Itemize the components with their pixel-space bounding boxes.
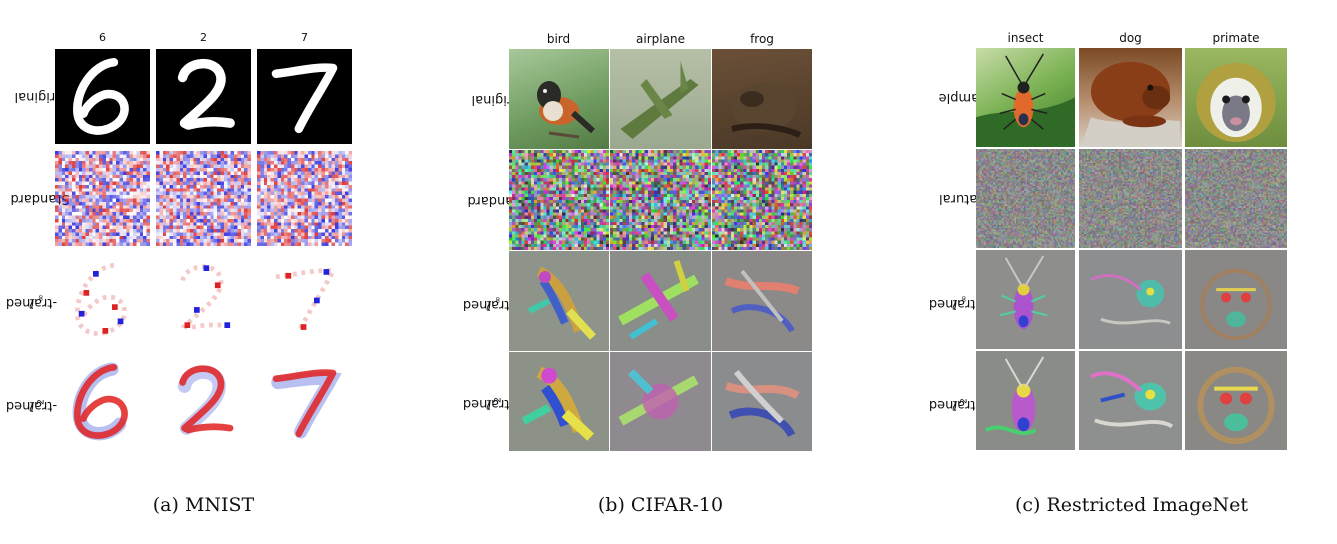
cifar-l2-airplane bbox=[610, 352, 711, 451]
caption: (a) MNIST bbox=[152, 494, 255, 516]
column-label: 7 bbox=[301, 31, 308, 44]
imagenet-l2-primate bbox=[1185, 351, 1287, 450]
mnist-linf-2 bbox=[156, 252, 251, 347]
cifar-linf-airplane bbox=[610, 251, 711, 351]
imagenet-sample-primate bbox=[1185, 48, 1287, 147]
imagenet-l2-dog bbox=[1079, 351, 1182, 450]
column-label: frog bbox=[750, 32, 774, 46]
column-label: primate bbox=[1212, 31, 1260, 45]
mnist-original-2 bbox=[156, 49, 251, 144]
mnist-l2-7 bbox=[257, 354, 352, 449]
mnist-linf-6 bbox=[55, 252, 150, 347]
caption: (c) Restricted ImageNet bbox=[1014, 494, 1249, 516]
imagenet-sample-dog bbox=[1079, 48, 1182, 147]
column-label: dog bbox=[1119, 31, 1142, 45]
imagenet-natural-insect bbox=[976, 149, 1075, 248]
mnist-l2-6 bbox=[55, 354, 150, 449]
column-label: bird bbox=[546, 32, 571, 46]
cifar-standard-airplane bbox=[610, 150, 711, 250]
cifar-l2-bird bbox=[509, 352, 609, 451]
mnist-original-6 bbox=[55, 49, 150, 144]
column-label: 6 bbox=[99, 31, 106, 44]
imagenet-natural-dog bbox=[1079, 149, 1182, 248]
cifar-linf-frog bbox=[712, 251, 812, 351]
imagenet-sample-insect bbox=[976, 48, 1075, 147]
imagenet-natural-primate bbox=[1185, 149, 1287, 248]
mnist-standard-2 bbox=[156, 151, 251, 246]
cifar-l2-frog bbox=[712, 352, 812, 451]
caption: (b) CIFAR-10 bbox=[597, 494, 724, 516]
column-label: 2 bbox=[200, 31, 207, 44]
mnist-linf-7 bbox=[257, 252, 352, 347]
cifar-original-airplane bbox=[610, 49, 711, 149]
cifar-original-frog bbox=[712, 49, 812, 149]
cifar-standard-bird bbox=[509, 150, 609, 250]
column-label: insect bbox=[1007, 31, 1044, 45]
cifar-original-bird bbox=[509, 49, 609, 149]
mnist-l2-2 bbox=[156, 354, 251, 449]
cifar-linf-bird bbox=[509, 251, 609, 351]
column-label: airplane bbox=[636, 32, 685, 46]
imagenet-l2-insect bbox=[976, 351, 1075, 450]
cifar-standard-frog bbox=[712, 150, 812, 250]
imagenet-linf-primate bbox=[1185, 250, 1287, 349]
mnist-standard-6 bbox=[55, 151, 150, 246]
imagenet-linf-insect bbox=[976, 250, 1075, 349]
imagenet-linf-dog bbox=[1079, 250, 1182, 349]
mnist-standard-7 bbox=[257, 151, 352, 246]
mnist-original-7 bbox=[257, 49, 352, 144]
